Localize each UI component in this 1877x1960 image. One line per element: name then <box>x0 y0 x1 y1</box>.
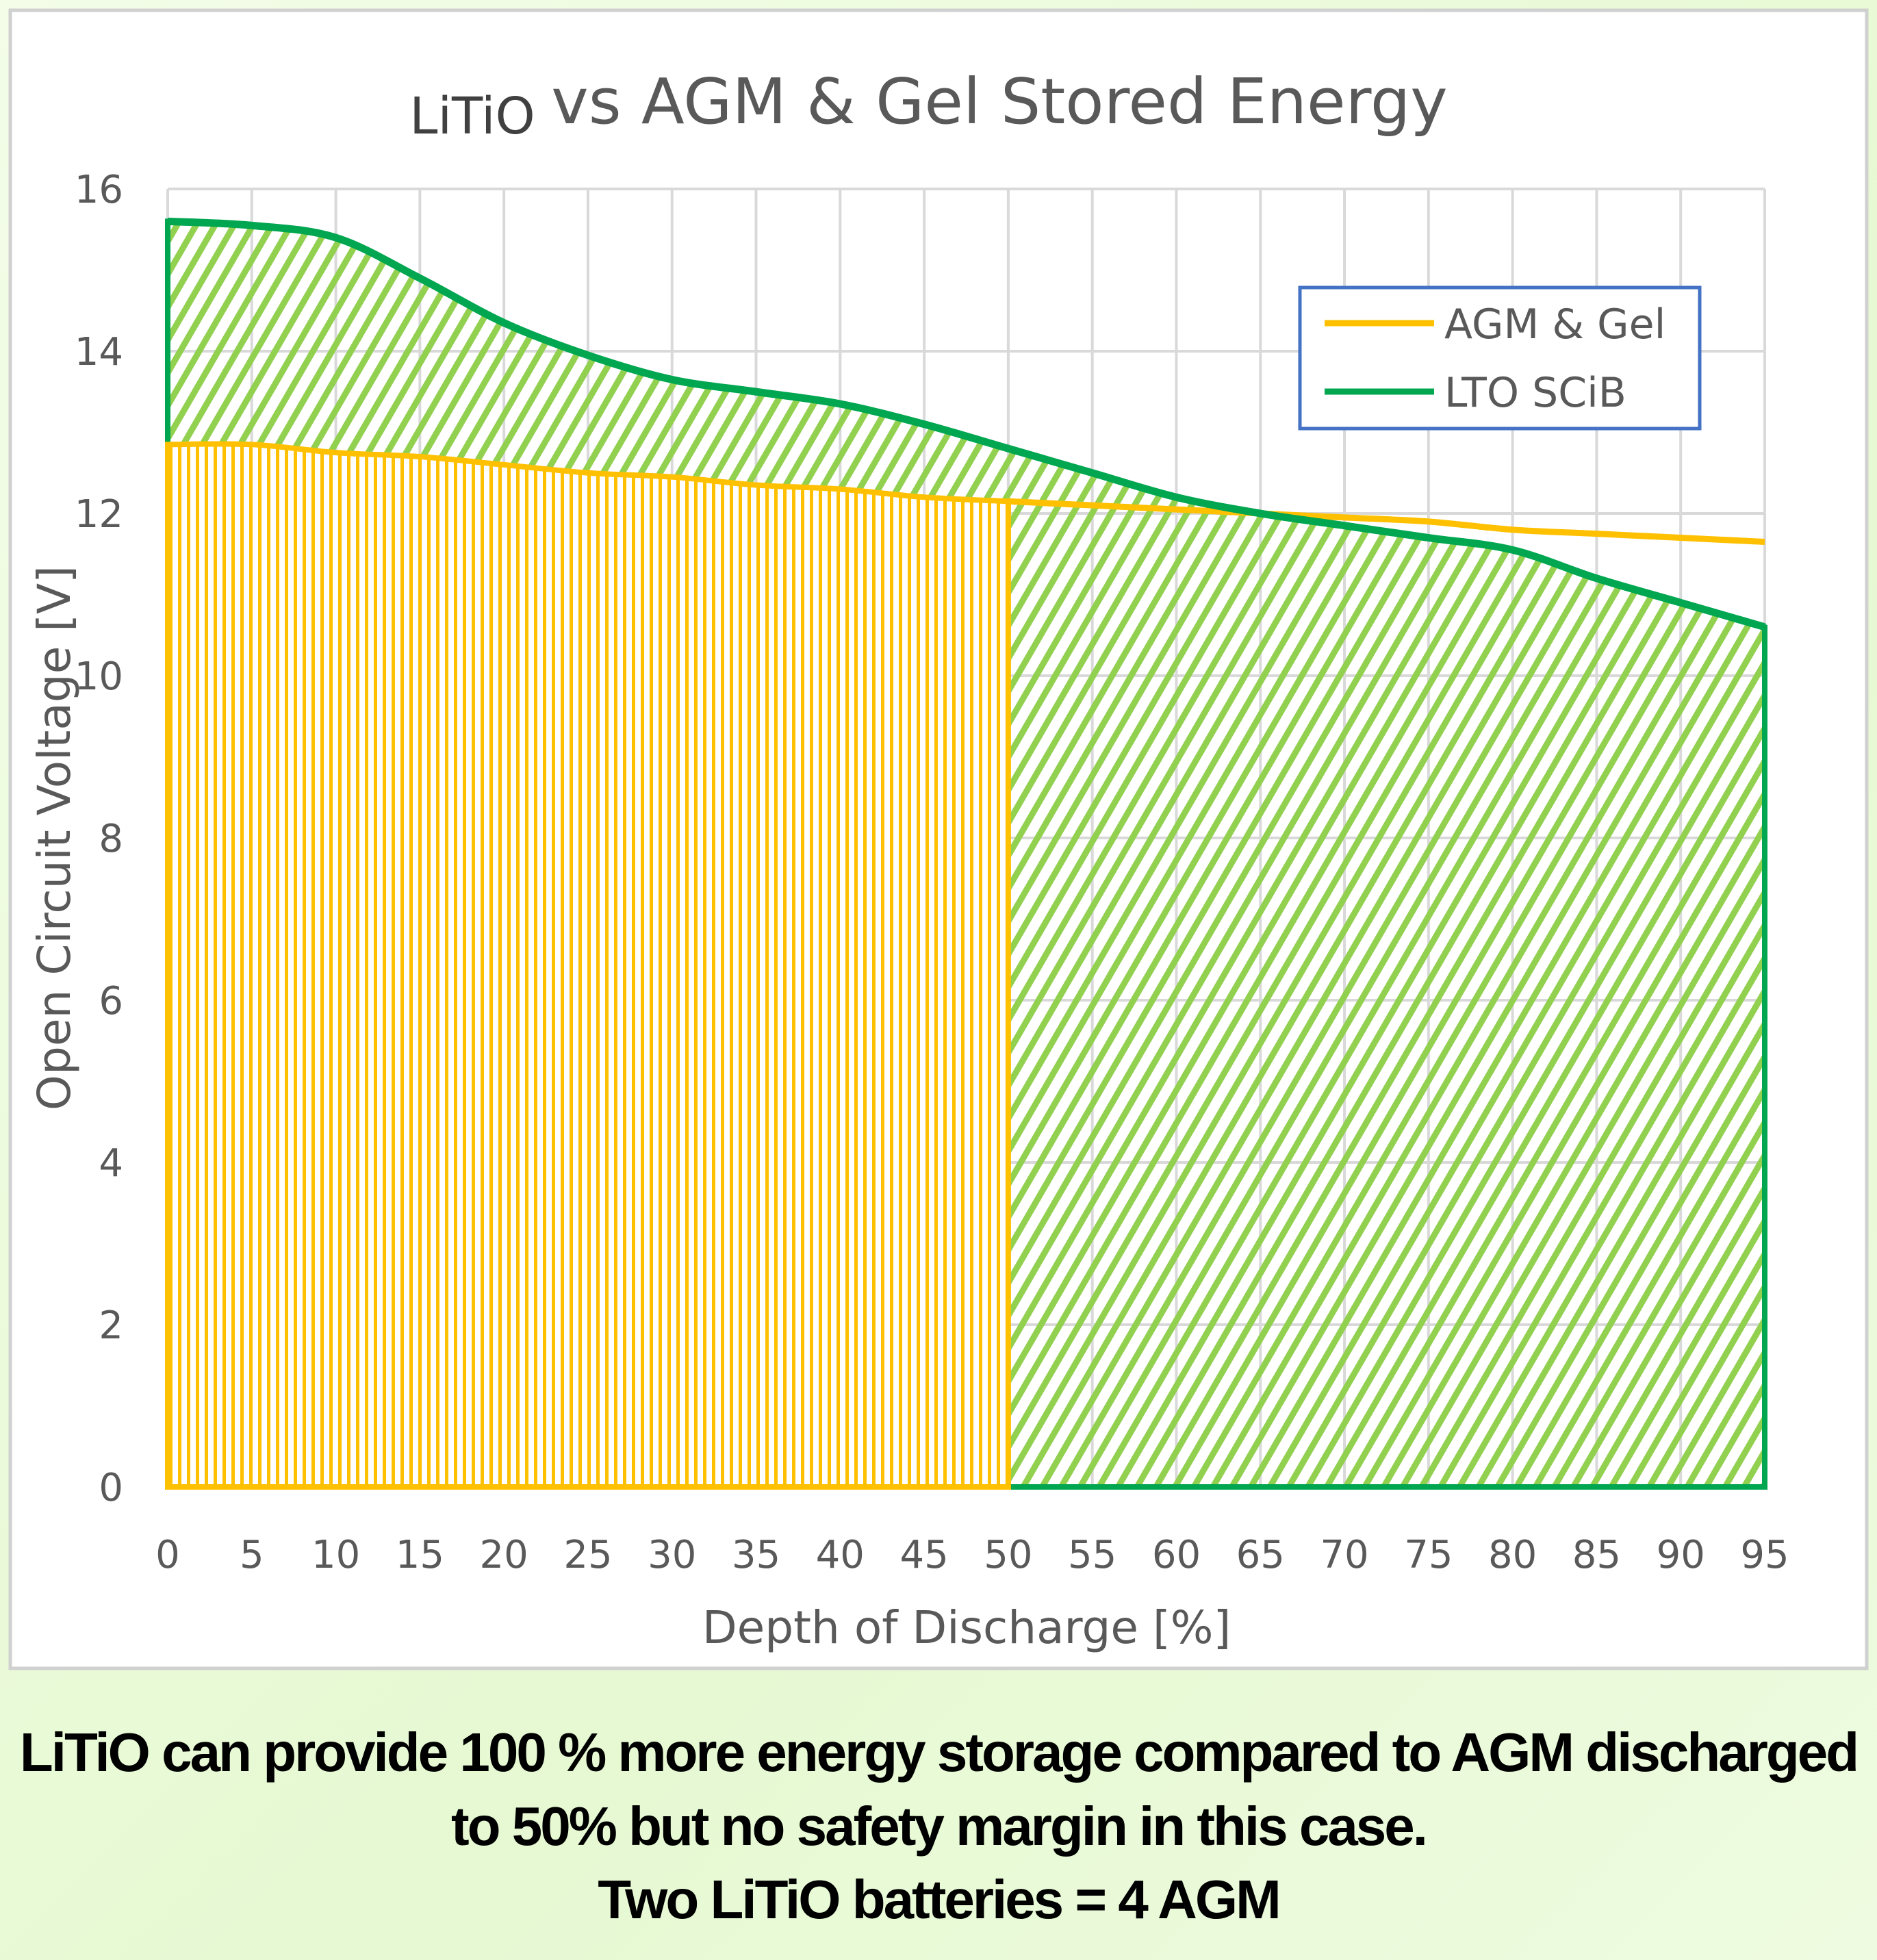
x-tick-label: 30 <box>648 1533 696 1577</box>
y-tick-label: 16 <box>75 168 123 212</box>
x-tick-label: 70 <box>1320 1533 1368 1577</box>
legend: AGM & Gel LTO SCiB <box>1298 285 1702 431</box>
x-tick-label: 55 <box>1068 1533 1116 1577</box>
y-tick-label: 0 <box>99 1466 123 1510</box>
chart-title-prefix: LiTiO <box>409 87 535 146</box>
x-tick-label: 75 <box>1404 1533 1453 1577</box>
legend-box <box>1298 285 1702 431</box>
y-tick-label: 12 <box>75 492 123 537</box>
y-tick-label: 8 <box>99 817 123 861</box>
x-tick-label: 65 <box>1236 1533 1285 1577</box>
x-tick-label: 80 <box>1488 1533 1537 1577</box>
x-tick-label: 5 <box>240 1533 264 1577</box>
chart-title: vs AGM & Gel Stored Energy <box>551 65 1447 138</box>
agm-area <box>165 441 1011 1490</box>
x-tick-label: 45 <box>899 1533 948 1577</box>
x-tick-label: 15 <box>396 1533 444 1577</box>
x-tick-label: 35 <box>732 1533 780 1577</box>
x-tick-label: 90 <box>1657 1533 1705 1577</box>
y-tick-label: 6 <box>99 979 123 1023</box>
x-tick-label: 20 <box>480 1533 528 1577</box>
legend-label-lto: LTO SCiB <box>1444 369 1626 417</box>
caption-line-2: to 50% but no safety margin in this case… <box>450 1796 1428 1857</box>
lto-line <box>167 217 1766 631</box>
x-axis-label: Depth of Discharge [%] <box>702 1601 1231 1654</box>
x-tick-label: 40 <box>816 1533 865 1577</box>
x-tick-label: 0 <box>155 1533 180 1577</box>
x-tick-label: 50 <box>984 1533 1032 1577</box>
agm-line <box>1008 498 1765 545</box>
y-tick-label: 14 <box>75 330 123 374</box>
x-tick-label: 85 <box>1572 1533 1621 1577</box>
y-tick-label: 10 <box>75 654 123 699</box>
y-axis-label: Open Circuit Voltage [V] <box>28 565 81 1110</box>
y-tick-label: 4 <box>99 1141 123 1186</box>
caption-line-1: LiTiO can provide 100 % more energy stor… <box>19 1722 1859 1783</box>
y-tick-label: 2 <box>99 1303 123 1348</box>
x-tick-label: 95 <box>1740 1533 1789 1577</box>
x-tick-label: 10 <box>311 1533 360 1577</box>
x-tick-label: 25 <box>563 1533 612 1577</box>
legend-label-agm: AGM & Gel <box>1444 301 1665 348</box>
caption-line-3: Two LiTiO batteries = 4 AGM <box>598 1869 1281 1930</box>
x-tick-label: 60 <box>1152 1533 1201 1577</box>
